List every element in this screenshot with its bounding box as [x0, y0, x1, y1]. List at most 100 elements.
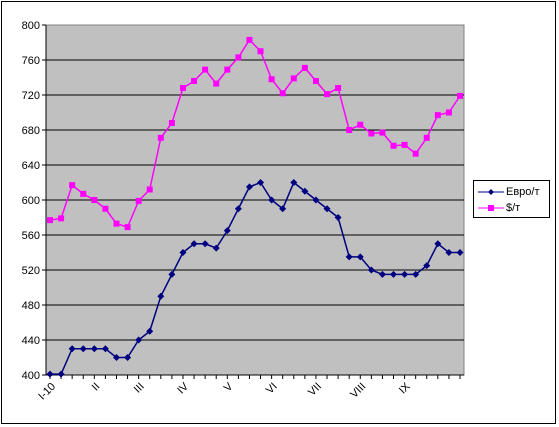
data-point [345, 253, 353, 261]
data-point [445, 109, 452, 116]
data-point [245, 183, 253, 191]
data-point [168, 270, 176, 278]
y-axis: 400 440 480 520 560 600 640 680 720 760 800 [22, 20, 47, 382]
data-point [412, 150, 419, 157]
data-point [346, 127, 353, 133]
data-point [246, 36, 253, 43]
data-point [190, 240, 198, 248]
x-tick-label: VI [264, 381, 280, 397]
legend-swatch-usd [478, 205, 504, 211]
data-point [257, 48, 264, 55]
data-point [112, 354, 120, 361]
x-tick-label: II [90, 381, 103, 394]
data-point [213, 80, 220, 87]
data-point [401, 141, 408, 148]
data-point [268, 76, 275, 83]
data-point [279, 205, 287, 213]
data-point [312, 196, 320, 204]
data-point [279, 90, 286, 97]
data-point [323, 205, 331, 213]
gridlines [46, 59, 464, 341]
data-point [79, 345, 87, 353]
data-point [367, 266, 375, 274]
data-point [390, 142, 397, 149]
y-tick-label: 400 [22, 370, 40, 382]
data-point [179, 85, 186, 91]
legend-label-usd: $/т [506, 202, 521, 214]
data-point [235, 54, 242, 61]
series-group [46, 36, 464, 378]
data-point [124, 354, 132, 361]
data-point [113, 220, 120, 227]
data-point [135, 336, 143, 344]
legend-item-euro: Евро/т [478, 185, 548, 199]
y-tick-label: 720 [22, 90, 40, 102]
data-point [334, 214, 342, 221]
data-point [191, 78, 198, 84]
data-point [456, 249, 464, 256]
data-point [301, 64, 308, 71]
data-point [434, 112, 441, 119]
data-point [290, 75, 297, 82]
y-tick-label: 560 [22, 230, 40, 242]
x-tick-label: V [222, 380, 236, 394]
x-tick-label: IV [175, 380, 191, 396]
data-point [368, 130, 375, 137]
data-point [423, 134, 430, 141]
data-point [257, 179, 265, 186]
data-point [212, 244, 220, 252]
data-point [90, 345, 98, 353]
data-point [80, 190, 87, 197]
data-point [434, 240, 442, 248]
data-point [335, 85, 342, 91]
data-point [47, 217, 53, 224]
data-point [58, 215, 65, 222]
data-point [412, 270, 420, 278]
data-point [234, 205, 242, 213]
x-axis: I-10 II III IV V VI VII VIII IX [36, 374, 464, 403]
data-point [168, 120, 175, 126]
legend-label-euro: Евро/т [506, 186, 540, 198]
y-tick-label: 680 [22, 125, 40, 137]
y-tick-label: 800 [22, 20, 40, 32]
x-tick-label: III [132, 381, 147, 396]
data-point [356, 253, 364, 261]
y-tick-label: 640 [22, 160, 40, 172]
data-point [201, 240, 209, 248]
data-point [445, 249, 453, 256]
legend-swatch-euro [478, 189, 504, 195]
data-point [179, 249, 187, 256]
data-point [423, 262, 431, 270]
data-point [268, 196, 276, 204]
data-point [101, 345, 109, 353]
data-point [223, 227, 231, 235]
x-tick-label: VIII [348, 381, 368, 401]
data-point [135, 197, 142, 204]
data-point [378, 270, 386, 278]
data-point [157, 134, 164, 141]
y-tick-label: 480 [22, 300, 40, 312]
data-point [102, 205, 109, 212]
data-point [457, 92, 463, 99]
x-tick-label: VII [306, 381, 324, 399]
data-point [224, 66, 231, 73]
data-point [146, 186, 153, 193]
legend-item-usd: $/т [478, 201, 548, 215]
data-point [390, 270, 398, 278]
data-point [69, 182, 76, 189]
data-point [312, 78, 319, 84]
data-point [157, 292, 165, 300]
data-point [124, 224, 131, 231]
data-point [46, 370, 54, 378]
y-tick-label: 440 [22, 335, 40, 347]
data-point [290, 179, 298, 186]
legend: Евро/т $/т [473, 180, 550, 218]
data-point [357, 121, 364, 128]
data-point [68, 345, 76, 353]
data-point [379, 129, 386, 136]
data-point [202, 66, 209, 73]
data-point [146, 327, 154, 335]
data-point [324, 91, 331, 98]
data-point [401, 270, 409, 278]
